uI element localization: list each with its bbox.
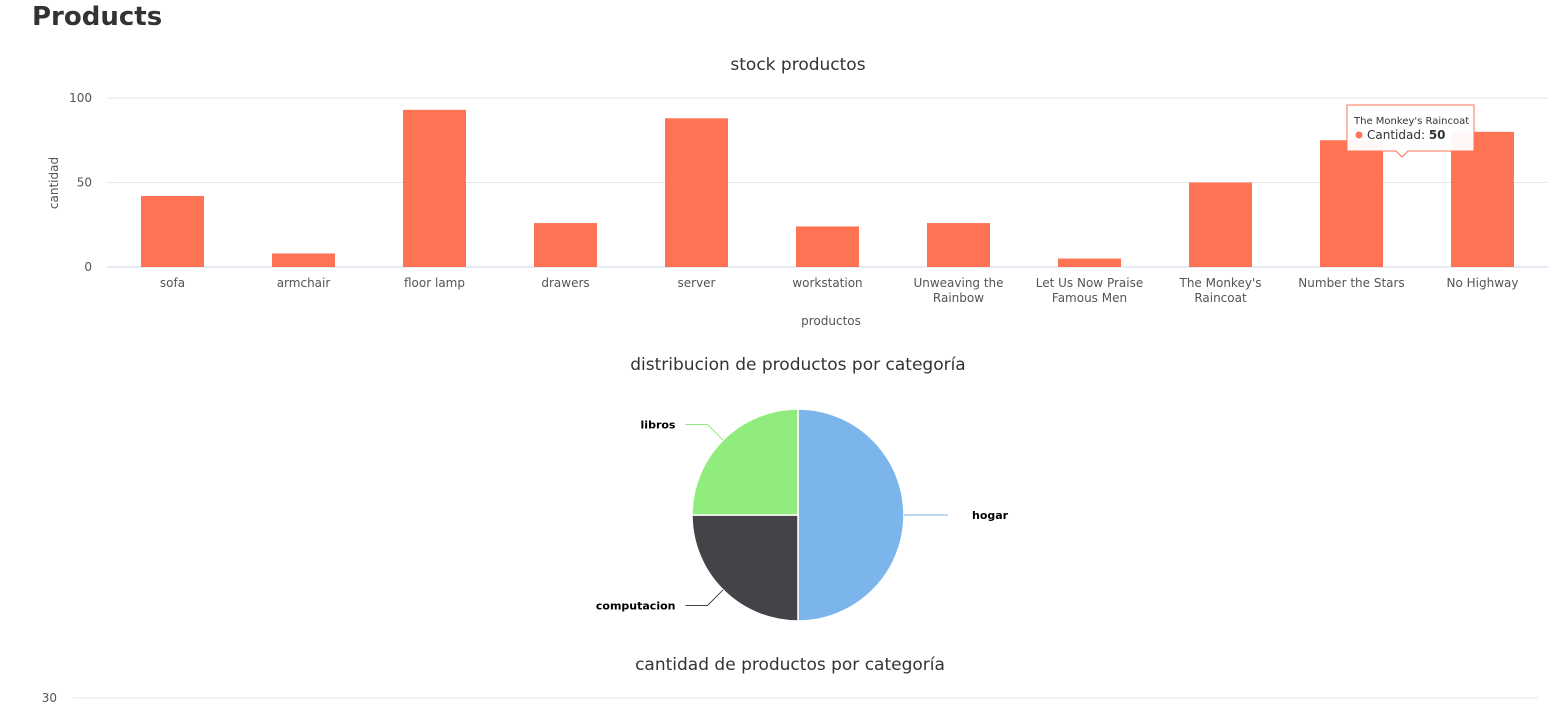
bar-x-tick-label: No Highway: [1447, 276, 1519, 290]
category-count-chart: cantidad de productos por categoría 30: [42, 655, 1538, 705]
bar[interactable]: [1320, 140, 1383, 267]
bar-x-tick-label: The Monkey's Raincoat: [1179, 276, 1262, 305]
bar-bars[interactable]: [141, 109, 1514, 268]
bar-x-tick-label: sofa: [160, 276, 185, 290]
bar-tooltip: The Monkey's Raincoat Cantidad: 50: [1346, 104, 1475, 158]
bar-x-ticks: sofa armchair floor lamp drawers server works…: [160, 276, 1519, 305]
tooltip-title: The Monkey's Raincoat: [1353, 116, 1469, 127]
category-pie-chart: distribucion de productos por categoría …: [596, 355, 1009, 622]
bar[interactable]: [534, 223, 597, 267]
bar[interactable]: [141, 196, 204, 267]
pie-slice-label: computacion: [596, 600, 676, 613]
bar-x-tick-label: workstation: [792, 276, 862, 290]
bar[interactable]: [1058, 258, 1121, 267]
bar-x-tick-label: Let Us Now Praise Famous Men: [1036, 276, 1143, 305]
tooltip-box: [1346, 104, 1475, 158]
pie-slices[interactable]: [691, 408, 905, 622]
page-title: Products: [32, 2, 163, 32]
bar-x-tick-label: armchair: [277, 276, 331, 290]
bar-chart-title: stock productos: [730, 55, 865, 75]
bar-y-ticks: 0 50 100: [69, 91, 92, 274]
bar[interactable]: [1451, 131, 1514, 267]
pie-chart-title: distribucion de productos por categoría: [630, 355, 965, 375]
tooltip-label: Cantidad: [1367, 128, 1421, 142]
bar[interactable]: [927, 223, 990, 267]
bar[interactable]: [272, 253, 335, 267]
bar[interactable]: [796, 226, 859, 267]
tooltip-series-dot: [1355, 131, 1363, 139]
pie-labels: hogar computacion libros: [596, 418, 1009, 612]
bar-y-axis-title: cantidad: [47, 157, 61, 209]
category-chart-title: cantidad de productos por categoría: [635, 655, 945, 675]
bar-y-tick-label: 100: [69, 91, 92, 105]
pie-slice[interactable]: [797, 408, 905, 622]
bar[interactable]: [1189, 182, 1252, 268]
bar-x-tick-label: floor lamp: [404, 276, 465, 290]
pie-connector: [685, 423, 724, 441]
bar[interactable]: [665, 118, 728, 267]
pie-slice-label: libros: [641, 418, 676, 431]
stock-bar-chart: stock productos 0 50 100 sofa armchair floor…: [47, 55, 1548, 328]
tooltip-value: 50: [1429, 128, 1446, 142]
bar-x-tick-label: Unweaving the Rainbow: [913, 276, 1003, 305]
tooltip-body: Cantidad: 50: [1367, 128, 1446, 142]
pie-connector: [685, 589, 724, 607]
category-y-tick-label: 30: [42, 691, 57, 705]
category-chart-grid: 30: [42, 691, 1538, 705]
pie-slice-label: hogar: [972, 509, 1009, 522]
bar-x-axis-title: productos: [801, 314, 861, 328]
bar-y-tick-label: 50: [77, 176, 92, 190]
bar[interactable]: [403, 109, 466, 267]
bar-x-tick-label: drawers: [541, 276, 589, 290]
bar-x-tick-label: Number the Stars: [1298, 276, 1404, 290]
bar-x-tick-label: server: [678, 276, 716, 290]
bar-y-tick-label: 0: [84, 260, 92, 274]
